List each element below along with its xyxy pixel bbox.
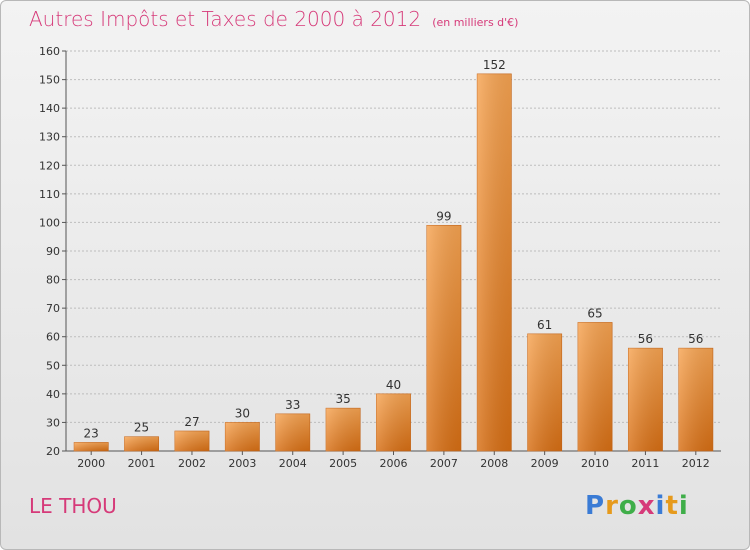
y-tick-label: 60 (46, 331, 60, 344)
x-tick-label-2007: 2007 (430, 457, 458, 470)
bar-shade-2009 (527, 333, 562, 451)
y-tick-label: 20 (46, 445, 60, 458)
logo-letter: t (665, 491, 679, 521)
value-label-2006: 40 (386, 378, 401, 392)
value-label-2009: 61 (537, 318, 552, 332)
x-tick-label-2011: 2011 (631, 457, 659, 470)
x-tick-label-2008: 2008 (480, 457, 508, 470)
value-label-2012: 56 (688, 332, 703, 346)
x-tick-label-2009: 2009 (531, 457, 559, 470)
x-tick-label-2002: 2002 (178, 457, 206, 470)
logo-letter: r (605, 491, 619, 521)
value-label-2003: 30 (235, 406, 250, 420)
logo-letter: i (655, 491, 666, 521)
x-tick-label-2006: 2006 (380, 457, 408, 470)
x-tick-label-2012: 2012 (682, 457, 710, 470)
bars-layer (73, 73, 714, 452)
logo-letter: P (585, 491, 606, 521)
labels-layer: 20 30 40 50 60 70 80 90 100 110 120 130 140 150 160 23 2… (39, 45, 710, 470)
bar-shade-2011 (628, 348, 663, 451)
logo-letter: o (618, 491, 638, 521)
value-label-2001: 25 (134, 421, 149, 435)
value-label-2008: 152 (483, 58, 506, 72)
bar-shade-2000 (74, 442, 109, 451)
value-label-2011: 56 (638, 332, 653, 346)
x-tick-label-2004: 2004 (279, 457, 307, 470)
value-label-2005: 35 (335, 392, 350, 406)
bar-shade-2003 (225, 422, 260, 451)
bar-shade-2002 (174, 431, 210, 451)
y-tick-label: 150 (39, 74, 60, 87)
chart-title-main: Autres Impôts et Taxes de 2000 à 2012 (29, 7, 422, 31)
y-tick-label: 110 (39, 188, 60, 201)
bar-shade-2005 (325, 408, 361, 451)
logo-letter: i (678, 491, 689, 521)
x-tick-label-2001: 2001 (128, 457, 156, 470)
commune-name: LE THOU (29, 494, 117, 518)
proxiti-logo: Proxiti (585, 491, 689, 521)
y-tick-label: 80 (46, 274, 60, 287)
x-tick-label-2003: 2003 (228, 457, 256, 470)
x-tick-label-2010: 2010 (581, 457, 609, 470)
value-label-2000: 23 (84, 426, 99, 440)
value-label-2004: 33 (285, 398, 300, 412)
value-label-2010: 65 (587, 306, 602, 320)
bar-shade-2007 (426, 225, 462, 451)
y-tick-label: 40 (46, 388, 60, 401)
y-tick-label: 120 (39, 159, 60, 172)
y-tick-label: 30 (46, 416, 60, 429)
value-label-2002: 27 (184, 415, 199, 429)
bar-shade-2012 (678, 348, 713, 451)
y-tick-label: 130 (39, 131, 60, 144)
chart-title: Autres Impôts et Taxes de 2000 à 2012 (e… (29, 7, 518, 31)
logo-letter: x (637, 491, 656, 521)
y-tick-label: 140 (39, 102, 60, 115)
bar-shade-2008 (477, 73, 512, 451)
x-tick-label-2005: 2005 (329, 457, 357, 470)
y-tick-label: 90 (46, 245, 60, 258)
chart-subtitle: (en milliers d'€) (432, 16, 519, 29)
bar-shade-2004 (275, 413, 310, 451)
bar-shade-2001 (124, 436, 159, 451)
x-tick-label-2000: 2000 (77, 457, 105, 470)
bar-shade-2010 (577, 322, 613, 451)
y-tick-label: 100 (39, 216, 60, 229)
y-tick-label: 160 (39, 45, 60, 58)
y-tick-label: 70 (46, 302, 60, 315)
y-tick-label: 50 (46, 359, 60, 372)
bar-shade-2006 (376, 393, 411, 451)
value-label-2007: 99 (436, 209, 451, 223)
